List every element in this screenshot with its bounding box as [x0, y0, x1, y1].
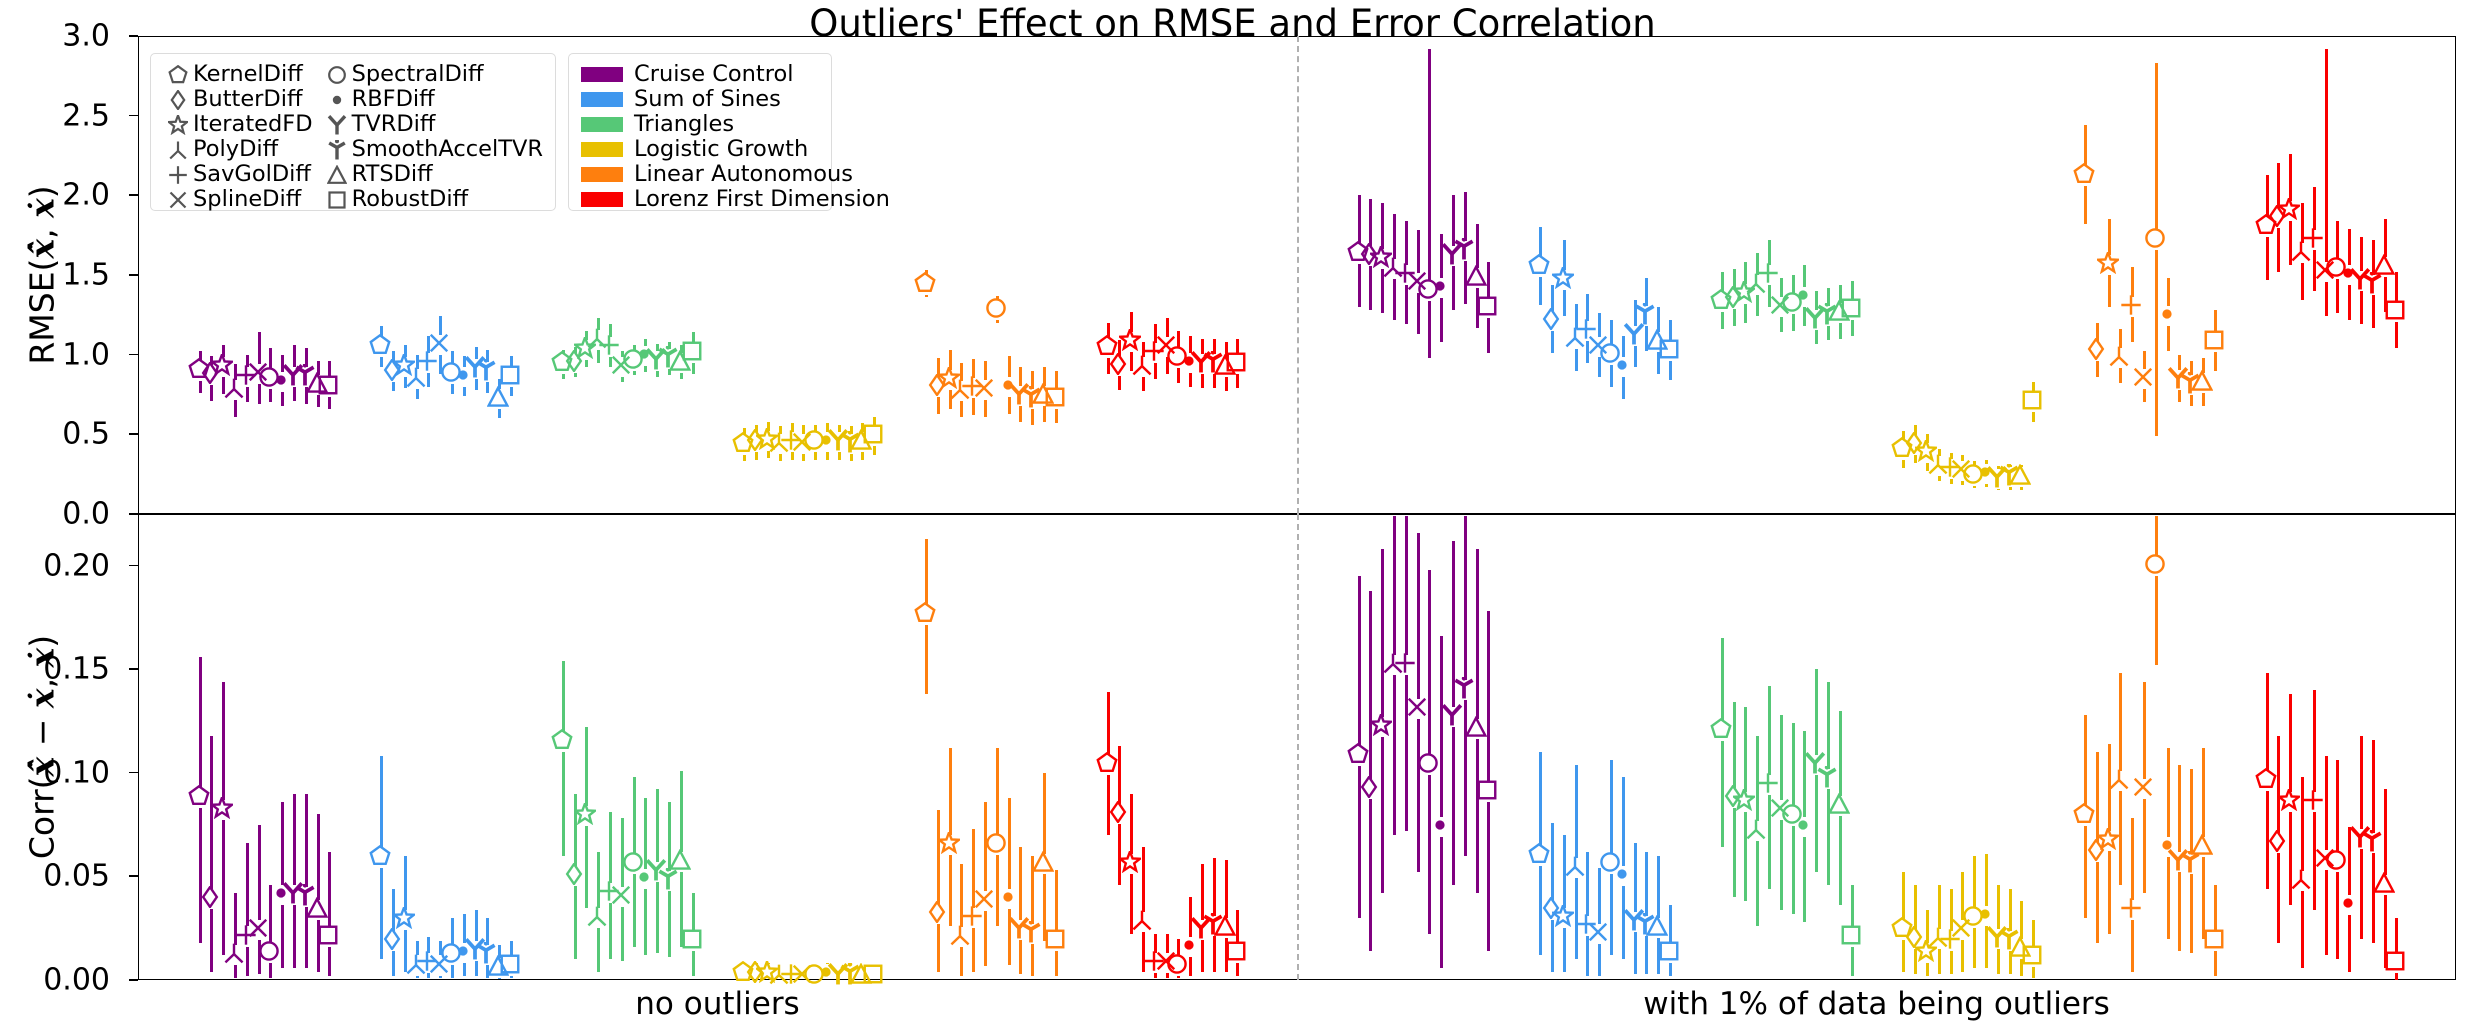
color-swatch	[581, 117, 623, 132]
rmse-ytick-mark	[129, 114, 138, 117]
method-legend-label: SplineDiff	[193, 186, 302, 213]
method-legend-label: SavGolDiff	[193, 161, 311, 188]
group-divider	[1297, 36, 1299, 514]
corr-ytick-label: 0.15	[43, 651, 110, 687]
rmse-ytick-label: 1.5	[62, 257, 110, 293]
method-legend-label: SmoothAccelTVR	[351, 136, 543, 163]
rmse-ytick-label: 3.0	[62, 18, 110, 54]
corr-ytick-mark	[129, 668, 138, 670]
rmse-ytick-label: 1.0	[62, 337, 110, 373]
method-legend-label: SpectralDiff	[351, 61, 484, 88]
pentagon-icon	[163, 64, 193, 85]
method-legend-item-spectraldiff: SpectralDiff	[322, 62, 543, 87]
method-legend-label: RTSDiff	[351, 161, 433, 188]
rmse-ytick-mark	[129, 353, 138, 356]
y-filled-icon	[322, 114, 352, 135]
corr-ytick-mark	[129, 979, 138, 981]
x-axis-group-label-0: no outliers	[635, 986, 800, 1022]
corr-ytick-label: 0.00	[43, 962, 110, 998]
method-legend-item-rtsdiff: RTSDiff	[322, 162, 543, 187]
star-icon	[163, 114, 193, 135]
method-legend-label: PolyDiff	[193, 136, 279, 163]
color-swatch	[581, 192, 623, 207]
system-legend-item-cruise-control: Cruise Control	[581, 62, 819, 87]
corr-ytick-mark	[129, 771, 138, 774]
system-legend-label: Sum of Sines	[634, 86, 781, 113]
system-legend-item-linear-autonomous: Linear Autonomous	[581, 162, 853, 187]
method-legend-item-kerneldiff: KernelDiff	[163, 62, 314, 87]
system-legend-label: Linear Autonomous	[634, 161, 854, 188]
system-legend-label: Logistic Growth	[634, 136, 809, 163]
color-swatch	[581, 92, 623, 107]
method-legend-item-tvrdiff: TVRDiff	[322, 112, 543, 137]
method-legend-item-iteratedfd: IteratedFD	[163, 112, 314, 137]
method-legend-column-2: SpectralDiff RBFDiff TVRDiff SmoothAccelTVR…	[322, 62, 543, 212]
method-legend-item-rbfdiff: RBFDiff	[322, 87, 543, 112]
system-legend-item-lorenz-first-dimension: Lorenz First Dimension	[581, 187, 890, 212]
method-legend-label: IteratedFD	[193, 111, 313, 138]
circle-filled-icon	[322, 90, 352, 110]
group-divider	[1297, 514, 1299, 980]
method-legend-label: ButterDiff	[193, 86, 303, 113]
method-legend-item-splinediff: SplineDiff	[163, 187, 314, 212]
plus-icon	[163, 165, 193, 185]
method-legend-item-polydiff: PolyDiff	[163, 137, 314, 162]
rmse-ytick-mark	[129, 433, 138, 435]
system-legend-item-sum-of-sines: Sum of Sines	[581, 87, 819, 112]
method-legend-label: RobustDiff	[351, 186, 469, 213]
corr-y-axis-title: Corr(x̂̇ − ẋ, ẋ)	[22, 634, 62, 860]
rmse-ytick-label: 2.5	[62, 98, 110, 134]
corr-ytick-label: 0.05	[43, 858, 110, 894]
square-open-icon	[322, 190, 352, 210]
color-swatch	[581, 67, 623, 82]
x-axis-group-label-1: with 1% of data being outliers	[1643, 986, 2110, 1022]
rmse-ytick-label: 0.0	[62, 496, 110, 532]
triangle-open-icon	[322, 164, 352, 185]
corr-ytick-label: 0.20	[43, 548, 110, 584]
rmse-ytick-label: 2.0	[62, 177, 110, 213]
y-dot-icon	[322, 139, 352, 160]
system-legend: Cruise Control Sum of Sines Triangles Logis…	[568, 53, 890, 212]
method-legend-label: KernelDiff	[193, 61, 303, 88]
corr-ytick-mark	[129, 564, 138, 567]
rmse-ytick-mark	[129, 194, 138, 196]
system-legend-item-logistic-growth: Logistic Growth	[581, 137, 819, 162]
method-legend-item-smoothacceltvr: SmoothAccelTVR	[322, 137, 543, 162]
method-legend: KernelDiff ButterDiff IteratedFD PolyDiff Sa…	[150, 53, 556, 211]
rmse-ytick-mark	[129, 513, 138, 515]
system-legend-items: Cruise Control Sum of Sines Triangles Logis…	[581, 62, 890, 212]
system-legend-label: Triangles	[634, 111, 735, 138]
system-legend-item-triangles: Triangles	[581, 112, 819, 137]
method-legend-column-1: KernelDiff ButterDiff IteratedFD PolyDiff Sa…	[163, 62, 314, 212]
corr-ytick-mark	[129, 875, 138, 878]
color-swatch	[581, 142, 623, 157]
circle-open-icon	[322, 65, 352, 85]
method-legend-item-robustdiff: RobustDiff	[322, 187, 543, 212]
cross-icon	[163, 190, 193, 210]
method-legend-item-butterdiff: ButterDiff	[163, 87, 314, 112]
rmse-ytick-mark	[129, 35, 138, 37]
system-legend-label: Lorenz First Dimension	[634, 186, 890, 213]
tri-down-icon	[163, 140, 193, 160]
rmse-ytick-label: 0.5	[62, 416, 110, 452]
method-legend-label: RBFDiff	[351, 86, 435, 113]
system-legend-label: Cruise Control	[634, 61, 794, 88]
method-legend-label: TVRDiff	[351, 111, 436, 138]
rmse-y-axis-title: RMSE(x̂̇, ẋ)	[22, 185, 62, 365]
diamond-icon	[163, 89, 193, 110]
corr-ytick-label: 0.10	[43, 755, 110, 791]
color-swatch	[581, 167, 623, 182]
method-legend-item-savgoldiff: SavGolDiff	[163, 162, 314, 187]
rmse-ytick-mark	[129, 274, 138, 276]
